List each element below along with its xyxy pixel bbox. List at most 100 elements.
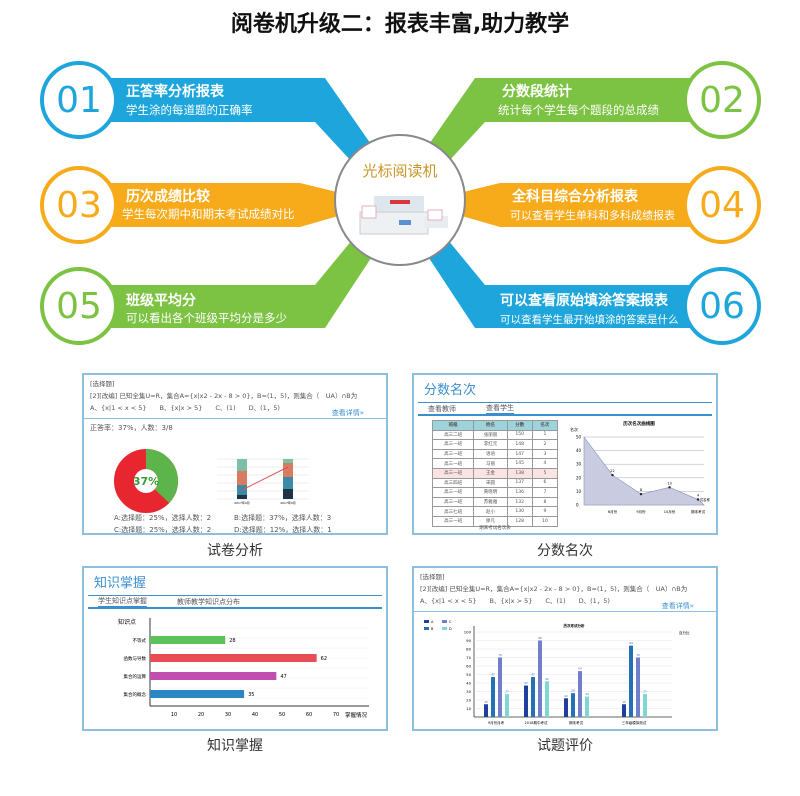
feature-02-desc: 统计每个学生每个题段的总成绩 xyxy=(498,103,659,117)
question-block: [选择题] [2][改编] 已知全集U=R，集合A={x|x2 - 2x - 8… xyxy=(84,375,386,419)
chart-title: 历次名次曲线图 xyxy=(623,420,655,427)
bar-value: 62 xyxy=(321,656,327,662)
bar-value: 70 xyxy=(498,653,502,657)
table-row: 高三一班 语语 147 3 xyxy=(431,448,559,460)
ribbon-02 xyxy=(425,78,720,162)
ribbons xyxy=(80,78,720,328)
bar-value: 54 xyxy=(578,667,582,671)
bar-value: 24 xyxy=(585,692,589,696)
tab-teacher-knowledge[interactable]: 教师教学知识点分布 xyxy=(177,597,240,606)
question-text: [2][改编] 已知全集U=R，集合A={x|x2 - 2x - 8 > 0}，… xyxy=(420,585,688,593)
category-label: 2018期中考试 xyxy=(525,720,548,725)
bar xyxy=(538,640,542,717)
question-options: A、{x|1 < x < 5} B、{x|x > 5} C、(1) D、(1，5… xyxy=(90,404,280,412)
x-tick: 2017年9月 xyxy=(280,500,296,505)
legend-label: A xyxy=(431,620,434,624)
area-series xyxy=(583,436,705,506)
bar-value: 15 xyxy=(484,700,488,704)
view-details-link[interactable]: 查看详情» xyxy=(331,409,364,417)
y-tick: 60 xyxy=(466,664,471,669)
legend-swatch xyxy=(442,627,447,630)
table-cell: 赵小 xyxy=(473,506,508,517)
panel-score-rank: 分数名次 查看教师 查看学生 班级 姓名 分数 名次 高三二班 张丽丽 150 1 高三一班 李红… xyxy=(412,373,718,535)
tab-teacher[interactable]: 查看教师 xyxy=(428,404,456,413)
pie-correct xyxy=(114,449,178,513)
y-tick: 10 xyxy=(466,706,471,711)
y-tick: 20 xyxy=(576,475,582,480)
badge-03: 03 xyxy=(40,166,118,244)
feature-04-title: 全科目综合分析报表 xyxy=(512,189,638,205)
panel-test-analysis: [选择题] [2][改编] 已知全集U=R，集合A={x|x2 - 2x - 8… xyxy=(82,373,388,535)
y-tick: 70 xyxy=(466,655,471,660)
table-cell: 李红元 xyxy=(473,439,508,450)
tabs: 学生知识点掌握 教师教学知识点分布 xyxy=(88,595,382,609)
table-cell: 147 xyxy=(506,448,533,460)
x-tick: 10 xyxy=(171,712,177,718)
table-cell: 语语 xyxy=(473,448,508,460)
y-tick: 20 xyxy=(466,698,471,703)
bar-value: 28 xyxy=(571,689,575,693)
feature-05-desc: 可以看出各个班级平均分是多少 xyxy=(126,311,287,325)
chart-title: 历次考试分析 xyxy=(564,623,585,628)
table-cell: 6 xyxy=(531,477,559,489)
x-tick: 60 xyxy=(306,712,312,718)
table-cell: 132 xyxy=(506,496,533,508)
feature-04-desc: 可以查看学生单科和多科成绩报表 xyxy=(510,209,675,222)
caption-score-rank: 分数名次 xyxy=(537,543,593,559)
question-tag: [选择题] xyxy=(420,573,445,581)
y-tick: 10 xyxy=(576,489,582,494)
y-tick: 30 xyxy=(466,689,471,694)
tab-student-knowledge[interactable]: 学生知识点掌握 xyxy=(98,597,147,607)
view-details-link[interactable]: 查看详情» xyxy=(661,602,694,610)
feature-05-title: 班级平均分 xyxy=(126,293,196,309)
x-tick: 9月份 xyxy=(636,509,646,514)
table-cell: 高三一班 xyxy=(431,439,475,450)
table-cell: 高三一班 xyxy=(431,467,475,479)
table-header: 姓名 xyxy=(473,420,508,431)
table-cell: 高三四班 xyxy=(431,477,475,489)
bar-value: 35 xyxy=(248,692,254,698)
x-tick: 6月份 xyxy=(608,509,618,514)
bar xyxy=(564,698,568,717)
table-row: 高三二班 张丽丽 150 1 xyxy=(431,429,559,441)
legend-note: 百分比 xyxy=(679,630,690,635)
stacked-chart: 2017年9月 2017年9月 xyxy=(217,458,309,505)
accuracy-text: 正答率：37%，人数：3/8 xyxy=(90,424,173,432)
table-row: 高三一班 廖凡 128 10 xyxy=(431,515,559,527)
table-cell: 王金 xyxy=(473,467,508,479)
legend-label: B xyxy=(431,627,434,631)
category-label: 不等式 xyxy=(133,637,147,644)
legend-label: D xyxy=(449,627,452,631)
table-header: 分数 xyxy=(506,420,533,431)
table-header: 班级 xyxy=(431,420,475,431)
bar-value: 47 xyxy=(491,673,495,677)
bar xyxy=(498,657,502,717)
table-cell: 张丽丽 xyxy=(473,429,508,441)
bar xyxy=(585,696,589,717)
table-cell: 高三一班 xyxy=(431,458,475,469)
table-caption: 期末考试名次表 xyxy=(479,526,511,531)
x-tick: 2017年9月 xyxy=(234,500,250,505)
y-tick: 80 xyxy=(466,647,471,652)
table-cell: 9 xyxy=(531,506,559,517)
data-point xyxy=(668,486,671,489)
bar-value: 22 xyxy=(564,694,568,698)
caption-knowledge: 知识掌握 xyxy=(207,738,263,754)
table-cell: 苏雅雅 xyxy=(473,496,508,508)
table-cell: 高三一班 xyxy=(431,496,475,508)
table-cell: 5 xyxy=(531,467,559,479)
data-point xyxy=(639,492,643,496)
category-label: 期末考试 xyxy=(569,720,583,725)
data-label: 13 xyxy=(667,481,671,485)
feature-03-desc: 学生每次期中和期末考试成绩对比 xyxy=(122,207,295,221)
bar xyxy=(578,671,582,717)
table-cell: 高三一班 xyxy=(431,448,475,460)
x-tick: 50 xyxy=(279,712,285,718)
tabs: 查看教师 查看学生 xyxy=(418,402,712,416)
tab-student[interactable]: 查看学生 xyxy=(486,404,514,414)
x-tick: 10月份 xyxy=(664,509,676,514)
bar xyxy=(150,672,277,680)
panel-question-eval: [选择题] [2][改编] 已知全集U=R，集合A={x|x2 - 2x - 8… xyxy=(412,566,718,731)
legend-swatch xyxy=(442,620,447,623)
